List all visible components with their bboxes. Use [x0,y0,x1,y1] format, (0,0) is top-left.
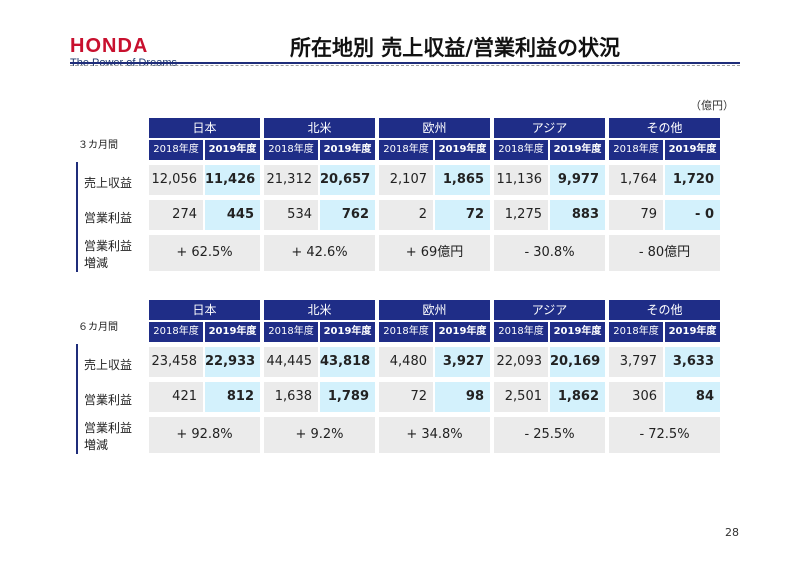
region-header: 欧州 [379,118,490,138]
op-income-2018-cell: 421 [149,382,203,412]
revenue-2018-cell: 11,136 [494,165,548,195]
op-income-2019-cell: 84 [665,382,720,412]
year-header-2019: 2019年度 [665,140,720,160]
row-label-revenue: 売上収益 [84,176,133,190]
op-income-2018-cell: 2 [379,200,433,230]
page-title: 所在地別 売上収益/営業利益の状況 [290,36,620,60]
year-header-2018: 2018年度 [264,140,318,160]
op-income-2019-cell: 1,789 [320,382,375,412]
op-income-growth-cell: + 42.6% [264,235,375,271]
revenue-2018-cell: 23,458 [149,347,203,377]
op-income-2018-cell: 79 [609,200,663,230]
revenue-2019-cell: 1,720 [665,165,720,195]
op-income-growth-cell: + 92.8% [149,417,260,453]
year-header-2019: 2019年度 [435,322,490,342]
section-label: ６カ月間 [78,322,118,333]
row-label-bar [76,162,78,272]
op-income-growth-cell: - 80億円 [609,235,720,271]
op-income-growth-cell: + 62.5% [149,235,260,271]
year-header-2018: 2018年度 [379,140,433,160]
op-income-2018-cell: 1,275 [494,200,548,230]
year-header-2018: 2018年度 [149,322,203,342]
year-header-2018: 2018年度 [149,140,203,160]
year-header-2019: 2019年度 [320,140,375,160]
year-header-2019: 2019年度 [550,322,605,342]
row-label-bar [76,344,78,454]
region-header: 北米 [264,300,375,320]
unit-label: （億円） [690,99,734,112]
region-header: その他 [609,118,720,138]
year-header-2019: 2019年度 [665,322,720,342]
row-label-op-income: 営業利益 [84,211,133,225]
op-income-2018-cell: 534 [264,200,318,230]
region-header: 日本 [149,118,260,138]
revenue-2018-cell: 3,797 [609,347,663,377]
revenue-2018-cell: 2,107 [379,165,433,195]
year-header-2018: 2018年度 [609,322,663,342]
revenue-2019-cell: 22,933 [205,347,260,377]
revenue-2018-cell: 12,056 [149,165,203,195]
revenue-2018-cell: 4,480 [379,347,433,377]
op-income-growth-cell: + 9.2% [264,417,375,453]
revenue-2019-cell: 43,818 [320,347,375,377]
revenue-2019-cell: 1,865 [435,165,490,195]
row-label-growth-2: 増減 [84,256,109,270]
row-label-op-income: 営業利益 [84,393,133,407]
revenue-2019-cell: 11,426 [205,165,260,195]
op-income-growth-cell: + 34.8% [379,417,490,453]
year-header-2018: 2018年度 [264,322,318,342]
op-income-2018-cell: 306 [609,382,663,412]
title-rule-dashed [70,65,740,66]
revenue-2019-cell: 3,633 [665,347,720,377]
section-label: ３カ月間 [78,140,118,151]
op-income-2019-cell: 812 [205,382,260,412]
op-income-growth-cell: - 30.8% [494,235,605,271]
op-income-2019-cell: 98 [435,382,490,412]
region-header: アジア [494,118,605,138]
op-income-2019-cell: 883 [550,200,605,230]
revenue-2018-cell: 44,445 [264,347,318,377]
op-income-2019-cell: - 0 [665,200,720,230]
op-income-2019-cell: 445 [205,200,260,230]
op-income-growth-cell: - 72.5% [609,417,720,453]
op-income-growth-cell: + 69億円 [379,235,490,271]
revenue-2018-cell: 22,093 [494,347,548,377]
year-header-2018: 2018年度 [379,322,433,342]
revenue-2018-cell: 21,312 [264,165,318,195]
region-header: 欧州 [379,300,490,320]
revenue-2019-cell: 20,657 [320,165,375,195]
revenue-2019-cell: 20,169 [550,347,605,377]
row-label-growth-1: 営業利益 [84,239,133,253]
year-header-2019: 2019年度 [205,322,260,342]
year-header-2018: 2018年度 [494,322,548,342]
region-header: その他 [609,300,720,320]
year-header-2019: 2019年度 [320,322,375,342]
year-header-2019: 2019年度 [550,140,605,160]
region-header: アジア [494,300,605,320]
region-header: 北米 [264,118,375,138]
year-header-2019: 2019年度 [205,140,260,160]
op-income-2019-cell: 72 [435,200,490,230]
op-income-2018-cell: 274 [149,200,203,230]
op-income-2018-cell: 1,638 [264,382,318,412]
year-header-2018: 2018年度 [494,140,548,160]
logo-wordmark: HONDA [70,35,149,57]
revenue-2019-cell: 3,927 [435,347,490,377]
op-income-2018-cell: 2,501 [494,382,548,412]
year-header-2018: 2018年度 [609,140,663,160]
row-label-revenue: 売上収益 [84,358,133,372]
op-income-growth-cell: - 25.5% [494,417,605,453]
title-rule [70,62,740,64]
year-header-2019: 2019年度 [435,140,490,160]
page-number: 28 [725,526,739,539]
row-label-growth-1: 営業利益 [84,421,133,435]
revenue-2019-cell: 9,977 [550,165,605,195]
op-income-2019-cell: 1,862 [550,382,605,412]
region-header: 日本 [149,300,260,320]
op-income-2019-cell: 762 [320,200,375,230]
row-label-growth-2: 増減 [84,438,109,452]
op-income-2018-cell: 72 [379,382,433,412]
revenue-2018-cell: 1,764 [609,165,663,195]
